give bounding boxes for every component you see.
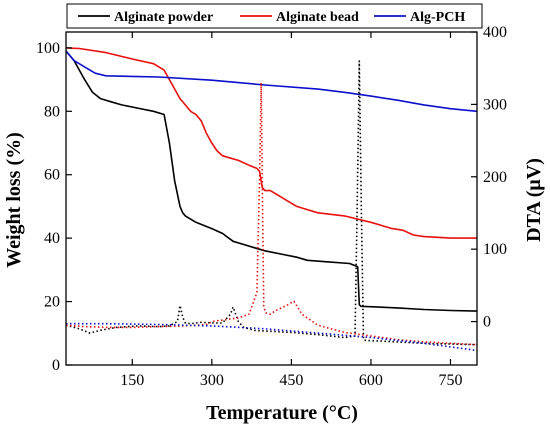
x-tick-label: 600 bbox=[359, 372, 383, 389]
x-axis-label: Temperature (°C) bbox=[206, 402, 358, 424]
y-right-tick-label: 400 bbox=[483, 24, 507, 41]
x-tick-label: 300 bbox=[200, 372, 224, 389]
series-line-alg-pch bbox=[65, 50, 478, 113]
y-right-tick-label: 100 bbox=[483, 241, 507, 258]
series-line-alg-pch-dta bbox=[66, 322, 478, 352]
y-left-tick-label: 40 bbox=[44, 230, 60, 247]
legend-label-alg-pch: Alg-PCH bbox=[410, 10, 465, 25]
y-left-tick-label: 100 bbox=[36, 40, 60, 57]
y-right-axis-label: DTA (μV) bbox=[523, 158, 545, 242]
axes-layer: 150 300 450 600 750 0 20 40 60 80 100 0 100 200 300 400 bbox=[36, 24, 507, 389]
x-tick-label: 750 bbox=[438, 372, 462, 389]
legend-box bbox=[66, 3, 483, 29]
x-tick-label: 150 bbox=[120, 372, 144, 389]
x-tick-label: 450 bbox=[279, 372, 303, 389]
y-right-tick-label: 300 bbox=[483, 96, 507, 113]
y-right-tick-label: 200 bbox=[483, 169, 507, 186]
series-layer bbox=[65, 47, 478, 352]
series-line-alginate-bead bbox=[65, 47, 477, 239]
y-left-tick-label: 60 bbox=[44, 167, 60, 184]
y-left-axis-label: Weight loss (%) bbox=[3, 132, 25, 268]
y-left-tick-label: 80 bbox=[44, 103, 60, 120]
series-line-alginate-powder bbox=[65, 50, 478, 312]
legend-label-alginate-bead: Alginate bead bbox=[276, 10, 359, 25]
legend: Alginate powder Alginate bead Alg-PCH bbox=[66, 3, 483, 29]
legend-label-alginate-powder: Alginate powder bbox=[114, 10, 213, 25]
plot-frame bbox=[65, 31, 478, 366]
y-right-tick-label: 0 bbox=[483, 314, 491, 331]
series-line-alginate-bead-dta bbox=[65, 81, 478, 346]
y-left-tick-label: 0 bbox=[52, 357, 60, 374]
y-left-tick-label: 20 bbox=[44, 294, 60, 311]
